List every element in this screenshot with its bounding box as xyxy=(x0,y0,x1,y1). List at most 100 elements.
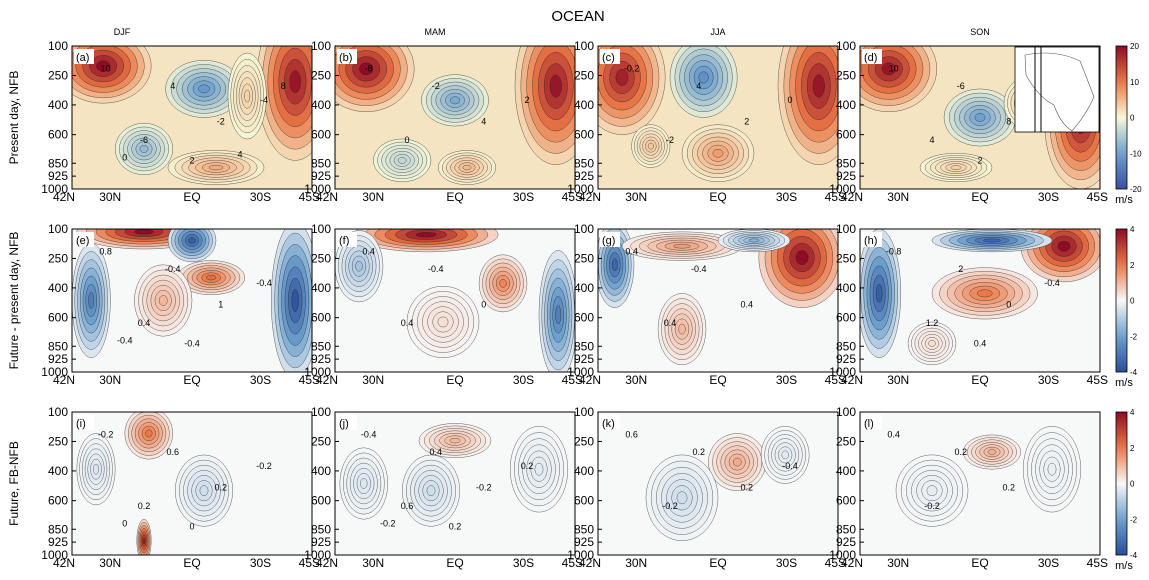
contour-label: 0 xyxy=(122,518,127,528)
contour-label: 0.4 xyxy=(741,300,754,310)
colorbar-tick-label: -20 xyxy=(1130,185,1142,194)
y-tick-label: 850 xyxy=(836,522,856,536)
colorbar-tick-label: 0 xyxy=(1130,480,1135,489)
y-tick-label: 1000 xyxy=(304,548,331,562)
contour-label: -2 xyxy=(217,117,225,127)
contour-label: -0.2 xyxy=(476,483,492,493)
y-tick-label: 850 xyxy=(574,339,594,353)
row-label-1: Present day, NFB xyxy=(7,71,21,165)
panel-l: 0.4 0.2 -0.2 0.2 (l) 100 250 400 600 850925100042… xyxy=(829,405,1108,570)
contour-band xyxy=(977,289,993,298)
contour-band xyxy=(732,457,742,467)
y-tick-label: 100 xyxy=(311,222,331,236)
y-tick-label: 925 xyxy=(311,352,331,366)
y-tick-label: 600 xyxy=(48,494,68,508)
contour-label: 0 xyxy=(404,135,409,145)
panel-frame xyxy=(334,411,576,556)
contour-label: 1.2 xyxy=(926,318,939,328)
panel-frame xyxy=(597,411,839,556)
x-tick-label: 30S xyxy=(250,373,271,387)
contour-band xyxy=(437,316,449,328)
contour-band xyxy=(678,323,686,335)
x-tick-label: EQ xyxy=(709,190,726,204)
y-tick-label: 600 xyxy=(836,128,856,142)
contour-band xyxy=(676,491,688,505)
y-tick-label: 1000 xyxy=(41,182,68,196)
contour-band xyxy=(462,164,472,171)
x-tick-label: EQ xyxy=(446,373,463,387)
contour-band xyxy=(712,148,724,158)
y-tick-label: 400 xyxy=(574,98,594,112)
x-tick-label: 30S xyxy=(776,556,797,570)
contour-label: -4 xyxy=(260,95,268,105)
y-tick-label: 850 xyxy=(48,156,68,170)
contour-band xyxy=(199,485,209,497)
contour-label: 0.4 xyxy=(625,247,638,257)
panel-k: 0.6 0.2 -0.2 0.2 -0.4 (k) 100 250 400 600 85092510… xyxy=(567,405,846,570)
contour-label: 0.6 xyxy=(401,501,414,511)
panel-letter-box xyxy=(862,232,882,247)
contour-label: 0.2 xyxy=(215,483,228,493)
x-tick-label: EQ xyxy=(709,373,726,387)
colorbar-unit: m/s xyxy=(1115,194,1133,206)
y-tick-label: 250 xyxy=(836,68,856,82)
y-tick-label: 250 xyxy=(48,434,68,448)
y-tick-label: 850 xyxy=(574,522,594,536)
x-tick-label: 30S xyxy=(1038,190,1059,204)
y-tick-label: 600 xyxy=(311,311,331,325)
panel-frame xyxy=(71,45,313,190)
contour-band xyxy=(88,292,95,309)
y-tick-label: 400 xyxy=(836,98,856,112)
x-tick-label: 30S xyxy=(513,373,534,387)
contour-label: 0.4 xyxy=(974,338,987,348)
contour-band xyxy=(748,238,760,243)
contour-band xyxy=(647,142,654,150)
contour-label: 2 xyxy=(524,95,529,105)
x-tick-label: 30N xyxy=(99,373,121,387)
y-tick-label: 100 xyxy=(574,222,594,236)
panel-frame xyxy=(859,45,1101,190)
y-tick-label: 400 xyxy=(836,464,856,478)
colorbar-tick-label: 2 xyxy=(1130,261,1135,270)
contour-label: -6 xyxy=(957,81,965,91)
y-tick-label: 600 xyxy=(574,494,594,508)
y-tick-label: 250 xyxy=(574,68,594,82)
contour-band xyxy=(208,164,224,171)
contour-label: 0 xyxy=(189,521,194,531)
x-tick-label: 42N xyxy=(316,556,338,570)
y-tick-label: 400 xyxy=(574,464,594,478)
contour-label: -0.4 xyxy=(184,338,200,348)
x-tick-label: 45S xyxy=(1087,556,1108,570)
contour-band xyxy=(555,305,562,325)
contour-label: -0.4 xyxy=(428,264,444,274)
row-label-2: Future - present day, NFB xyxy=(7,232,21,370)
panel-frame xyxy=(597,45,839,190)
contour-label: 0 xyxy=(122,152,127,162)
contour-band xyxy=(812,74,825,98)
y-tick-label: 600 xyxy=(836,311,856,325)
colorbar-tick-label: 4 xyxy=(1130,408,1135,417)
x-tick-label: EQ xyxy=(709,556,726,570)
panel-frame xyxy=(71,228,313,373)
y-tick-label: 1000 xyxy=(829,182,856,196)
contour-label: -2 xyxy=(432,81,440,91)
x-tick-label: 45S xyxy=(1087,373,1108,387)
x-tick-label: EQ xyxy=(183,373,200,387)
panel-h: -0.8 2 1.2 0 -0.4 0.4 (h) 100 250 400 600 850925100… xyxy=(829,222,1108,387)
y-tick-label: 250 xyxy=(311,251,331,265)
colorbar-row-3: 4 2 0 -2 -4m/s xyxy=(1115,408,1138,572)
y-tick-label: 925 xyxy=(836,352,856,366)
x-tick-label: 30N xyxy=(362,190,384,204)
contour-label: -0.2 xyxy=(924,501,940,511)
contour-label: 2 xyxy=(744,117,749,127)
contour-label: -6 xyxy=(140,135,148,145)
contour-label: -0.4 xyxy=(1044,278,1060,288)
colorbar-unit: m/s xyxy=(1115,377,1133,389)
contour-label: 0.4 xyxy=(664,318,677,328)
contour-label: 0.2 xyxy=(741,483,754,493)
x-tick-label: 30S xyxy=(250,190,271,204)
y-tick-label: 925 xyxy=(48,535,68,549)
contour-band xyxy=(950,165,962,170)
